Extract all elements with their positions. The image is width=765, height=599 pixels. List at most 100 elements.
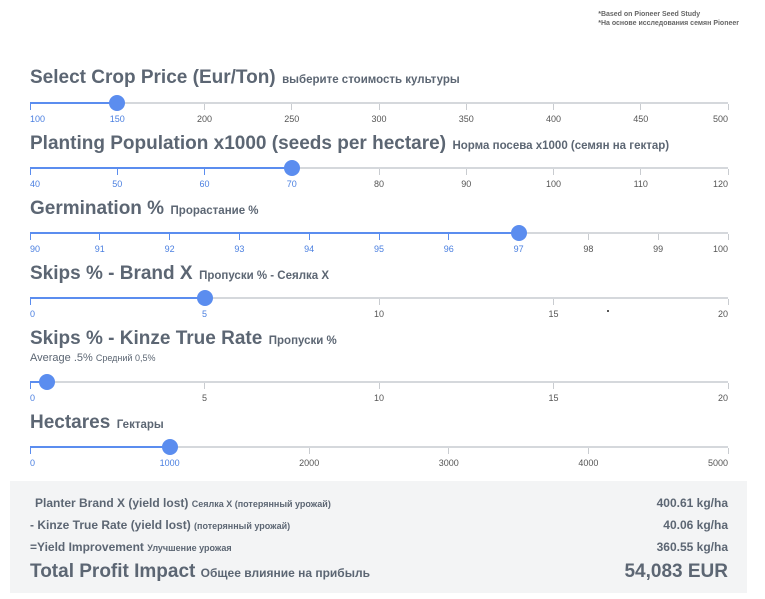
slider-fill: [30, 297, 205, 299]
slider-thumb[interactable]: [510, 225, 527, 241]
source-note-en: *Based on Pioneer Seed Study: [598, 11, 701, 18]
slider-tick: [448, 234, 450, 240]
slider-tick-label: 150: [109, 114, 125, 124]
slider-tick: [29, 104, 31, 110]
slider-tick-label: 70: [286, 179, 297, 189]
slider-tick: [169, 234, 171, 240]
crop-price-title-ru: выберите стоимость культуры: [282, 74, 460, 86]
slider-tick-label: 5000: [707, 458, 728, 468]
results-panel: Planter Brand X (yield lost) Сеялка X (п…: [10, 481, 747, 593]
slider-tick-label: 250: [284, 114, 300, 124]
slider-tick-label: 400: [545, 114, 562, 124]
slider-tick: [308, 448, 310, 454]
slider-tick: [587, 448, 589, 454]
hectares-title-en: Hectares: [30, 412, 111, 433]
slider-tick: [378, 383, 380, 389]
slider-tick-label: 120: [712, 179, 728, 189]
slider-tick: [727, 104, 729, 110]
slider-tick-label: 0: [30, 458, 36, 468]
slider-tick-label: 91: [94, 244, 105, 254]
slider-thumb[interactable]: [196, 290, 213, 306]
slider-thumb[interactable]: [109, 95, 126, 111]
slider-tick-label: 0: [30, 309, 36, 319]
result-kinze-label-ru: (потерянный урожай): [194, 521, 291, 531]
skips-kinze-title-ru: Пропуски %: [268, 335, 337, 347]
result-kinze-label: - Kinze True Rate (yield lost): [30, 518, 191, 532]
slider-tick-label: 95: [373, 244, 385, 254]
slider-tick: [553, 104, 554, 110]
skips-brand-x-slider[interactable]: 0 5 10 15 20: [29, 290, 729, 319]
slider-tick: [378, 169, 380, 175]
skips-kinze-slider[interactable]: 0 5 10 15 20: [29, 374, 729, 403]
stray-dot: [607, 310, 609, 312]
source-note: *Based on Pioneer Seed Study *На основе …: [598, 10, 739, 28]
slider-tick-label: 110: [633, 179, 648, 189]
slider-tick-label: 40: [30, 179, 41, 189]
slider-tick-label: 60: [199, 179, 210, 189]
slider-tick-label: 94: [304, 244, 315, 254]
skips-brand-x-title: Skips % - Brand X Пропуски % - Сеялка X: [30, 263, 329, 285]
germination-slider[interactable]: 90 91 92 93 94 95 96 97 98 99 100: [29, 225, 729, 254]
skips-kinze-average-en: Average .5%: [30, 352, 93, 364]
result-total-label-ru: Общее влияние на прибыль: [200, 566, 370, 580]
slider-tick-label: 99: [653, 244, 664, 254]
slider-tick: [727, 448, 729, 454]
slider-tick: [29, 169, 31, 175]
slider-tick-label: 200: [196, 114, 213, 124]
source-note-ru: *На основе исследования семян Pioneer: [598, 20, 739, 27]
germination-title-ru: Прорастание %: [170, 205, 259, 217]
slider-tick: [553, 383, 554, 389]
slider-thumb[interactable]: [283, 160, 300, 176]
skips-brand-x-title-en: Skips % - Brand X: [30, 263, 193, 284]
slider-tick-label: 5: [201, 393, 208, 403]
slider-tick: [99, 234, 101, 240]
slider-tick: [640, 104, 642, 110]
result-brand-x-label: Planter Brand X (yield lost): [35, 496, 189, 510]
skips-kinze-average-ru: Средний 0,5%: [95, 353, 156, 363]
slider-tick: [727, 169, 729, 175]
slider-tick-label: 93: [234, 244, 245, 254]
slider-fill: [30, 167, 292, 169]
slider-tick-label: 20: [717, 393, 728, 403]
result-improvement-value: 360.55 kg/ha: [656, 540, 728, 554]
slider-tick-label: 100: [30, 114, 46, 124]
crop-price-slider[interactable]: 100 150 200 250 300 350 400 450 500: [29, 95, 729, 124]
planting-population-slider[interactable]: 40 50 60 70 80 90 100 110 120: [29, 160, 729, 189]
slider-tick: [378, 234, 380, 240]
slider-tick: [587, 234, 589, 240]
slider-fill: [30, 102, 118, 104]
slider-tick: [727, 383, 729, 389]
slider-thumb[interactable]: [161, 439, 178, 455]
slider-thumb[interactable]: [39, 374, 56, 390]
slider-tick-label: 98: [583, 244, 594, 254]
result-total-value: 54,083 EUR: [624, 561, 728, 582]
slider-tick: [727, 234, 729, 240]
planting-population-title-en: Planting Population x1000 (seeds per hec…: [30, 133, 447, 154]
germination-title-en: Germination %: [30, 198, 165, 219]
slider-tick-label: 50: [112, 179, 123, 189]
result-total-label: Total Profit Impact: [30, 561, 196, 582]
result-brand-x-value: 400.61 kg/ha: [656, 496, 728, 510]
hectares-slider[interactable]: 0 1000 2000 3000 4000 5000: [29, 439, 729, 468]
slider-tick-label: 2000: [299, 458, 320, 468]
slider-tick-label: 15: [548, 393, 559, 403]
slider-tick: [29, 383, 31, 389]
skips-kinze-title: Skips % - Kinze True Rate Пропуски %: [30, 328, 337, 350]
slider-tick-label: 80: [373, 179, 385, 189]
slider-tick: [727, 299, 729, 305]
slider-fill: [30, 232, 519, 234]
slider-tick: [553, 299, 554, 305]
skips-brand-x-title-ru: Пропуски % - Сеялка X: [199, 270, 330, 282]
slider-tick: [378, 104, 380, 110]
slider-tick-label: 90: [30, 244, 41, 254]
slider-tick: [465, 104, 467, 110]
crop-price-title-en: Select Crop Price (Eur/Ton): [30, 67, 276, 88]
slider-tick: [238, 234, 240, 240]
slider-tick-label: 5: [201, 309, 208, 319]
slider-tick-label: 10: [373, 393, 385, 403]
slider-tick-label: 300: [371, 114, 387, 124]
result-kinze-value: 40.06 kg/ha: [663, 518, 728, 532]
result-improvement-label-ru: Улучшение урожая: [147, 543, 232, 553]
slider-tick: [640, 169, 642, 175]
slider-tick: [553, 169, 554, 175]
